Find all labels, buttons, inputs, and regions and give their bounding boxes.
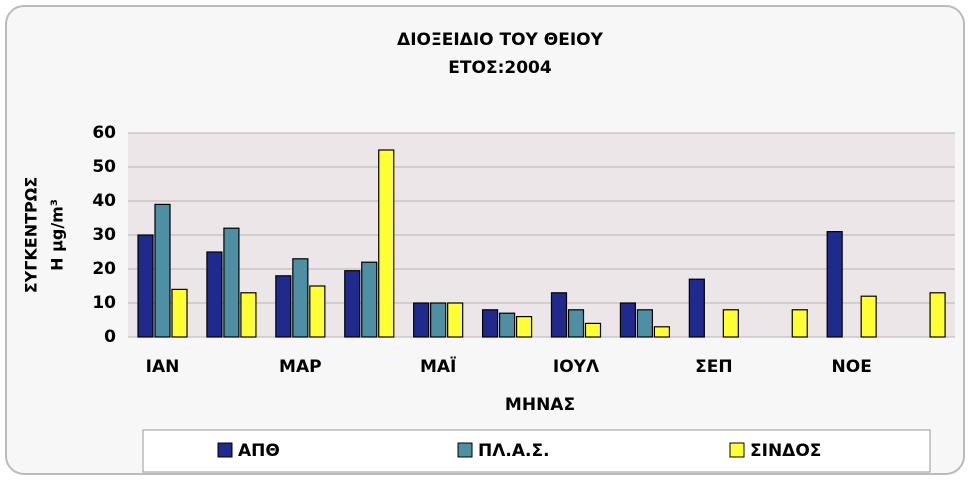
- bar: [619, 302, 637, 338]
- y-tick-label: 20: [92, 259, 116, 279]
- x-axis-label: ΜΗΝΑΣ: [505, 395, 575, 415]
- bar: [653, 326, 671, 338]
- bar: [154, 203, 171, 338]
- chart-subtitle: ΕΤΟΣ:2004: [448, 58, 552, 78]
- bar: [361, 261, 378, 338]
- bar: [550, 292, 568, 338]
- x-tick-label: ΣΕΠ: [695, 357, 732, 377]
- x-tick-label: ΙΑΝ: [146, 357, 180, 377]
- bar: [481, 309, 499, 338]
- bar: [378, 149, 395, 338]
- bar: [137, 234, 154, 338]
- bar: [413, 302, 430, 338]
- legend: [142, 429, 931, 473]
- x-tick-label: ΜΑΡ: [279, 357, 322, 377]
- bar: [826, 231, 843, 338]
- y-tick-label: 10: [92, 293, 116, 313]
- legend-label: ΣΙΝΔΟΣ: [750, 441, 821, 461]
- bar: [688, 278, 705, 338]
- legend-label: ΑΠΘ: [238, 441, 280, 461]
- bar: [240, 292, 257, 338]
- bar: [722, 309, 739, 338]
- bar: [430, 302, 447, 338]
- bar: [292, 258, 309, 338]
- bar: [860, 295, 877, 338]
- x-tick-label: ΝΟΕ: [832, 357, 872, 377]
- bar: [515, 316, 533, 338]
- x-tick-label: ΙΟΥΛ: [553, 357, 600, 377]
- y-tick-label: 0: [104, 327, 116, 347]
- y-tick-label: 50: [92, 157, 116, 177]
- y-tick-label: 40: [92, 191, 116, 211]
- y-axis-label: ΣΥΓΚΕΝΤΡΩΣ: [22, 177, 41, 294]
- bar: [567, 309, 585, 338]
- bar: [791, 309, 808, 338]
- bar: [447, 302, 464, 338]
- bar: [206, 251, 223, 338]
- bar: [584, 322, 602, 338]
- bar: [309, 285, 326, 338]
- bar: [929, 292, 946, 338]
- bar: [171, 288, 188, 338]
- x-tick-label: ΜΑΪ: [420, 355, 456, 377]
- legend-swatch: [729, 442, 745, 458]
- y-tick-label: 60: [92, 123, 116, 143]
- bar: [498, 312, 516, 338]
- legend-swatch: [457, 442, 473, 458]
- bar: [636, 309, 654, 338]
- bar: [275, 275, 292, 338]
- bar: [223, 227, 240, 338]
- bar: [344, 270, 361, 338]
- legend-swatch: [217, 442, 233, 458]
- chart-title: ΔΙΟΞΕΙΔΙΟ ΤΟΥ ΘΕΙΟΥ: [397, 30, 604, 50]
- legend-label: ΠΛ.Α.Σ.: [478, 441, 550, 461]
- y-tick-label: 30: [92, 225, 116, 245]
- y-axis-label: Η μg/m³: [48, 199, 67, 271]
